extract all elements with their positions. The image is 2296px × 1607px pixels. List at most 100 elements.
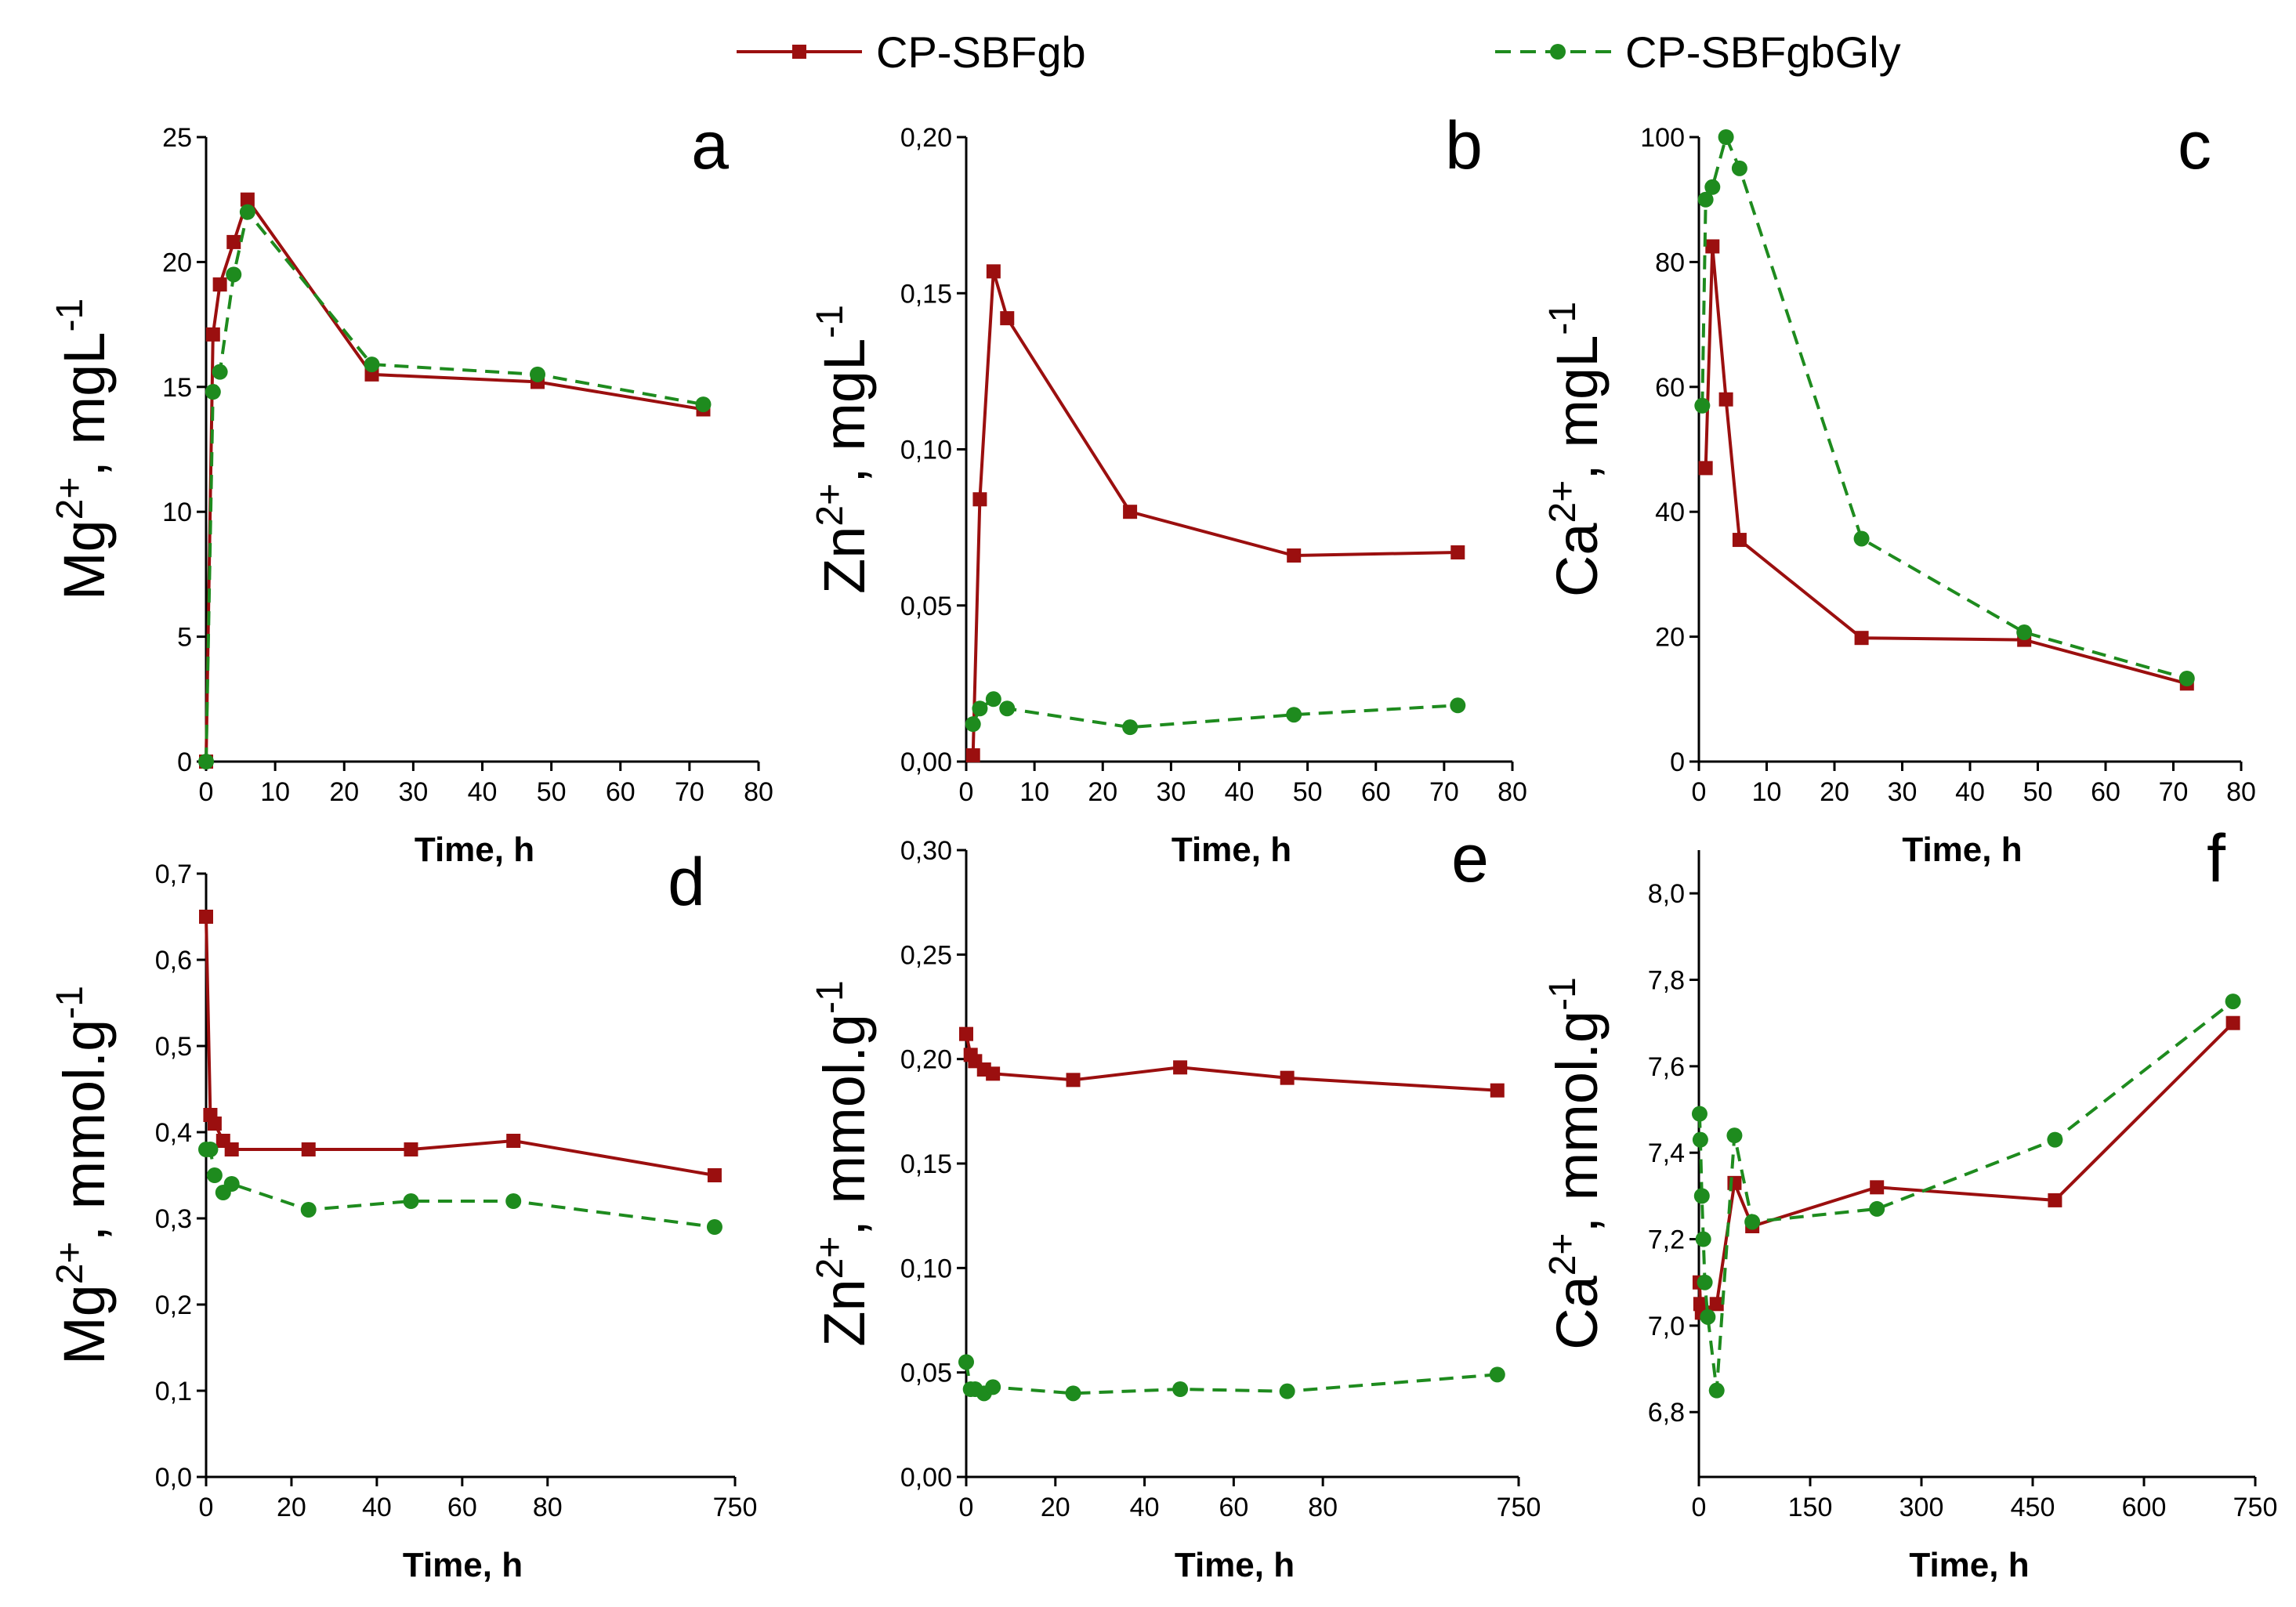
- y-axis-title-superscript: -1: [49, 299, 91, 332]
- x-tick-label: 40: [1955, 777, 1985, 807]
- y-axis-title-part: , mgL: [1545, 335, 1610, 480]
- data-point: [972, 700, 988, 717]
- y-tick-label: 40: [1655, 498, 1685, 527]
- y-tick-label: 20: [1655, 623, 1685, 653]
- y-tick-label: 0,00: [900, 747, 952, 777]
- y-axis-title-part: , mgL: [812, 338, 877, 483]
- data-point: [1693, 1188, 1710, 1204]
- data-point: [364, 357, 380, 373]
- y-axis-title-part: Ca: [1545, 1275, 1610, 1349]
- y-axis-title: Mg2+, mmol.g-1: [49, 986, 117, 1365]
- data-point: [404, 1142, 418, 1156]
- data-point: [1489, 1366, 1505, 1383]
- x-tick-label: 20: [1088, 777, 1117, 807]
- series-line: [965, 1033, 1497, 1092]
- y-tick-label: 0,25: [900, 940, 952, 970]
- series-line: [206, 1148, 715, 1229]
- y-tick-label: 100: [1640, 123, 1685, 153]
- panel-c: 0 20 40 60 80 100 0 10 20 30 40 50 60 70 80 Time, h Ca2+…: [1542, 108, 2256, 869]
- y-axis-title-part: Ca: [1545, 523, 1610, 597]
- y-axis-title: Ca2+, mgL-1: [1542, 302, 1610, 597]
- data-point: [1709, 1297, 1724, 1312]
- data-point: [1065, 1385, 1081, 1402]
- y-tick-label: 0: [177, 747, 192, 777]
- y-tick-label: 0,15: [900, 1149, 952, 1179]
- data-point: [205, 327, 220, 342]
- y-axis-title: Ca2+, mmol.g-1: [1542, 977, 1610, 1350]
- x-tick-label: 70: [1429, 777, 1459, 807]
- data-point: [985, 1379, 1001, 1395]
- data-point: [506, 1134, 521, 1148]
- y-tick-label: 0,20: [900, 1045, 952, 1075]
- series-CP-SBFgbGly: [965, 691, 1466, 736]
- data-point: [1695, 1231, 1711, 1247]
- y-tick-label: 0,2: [155, 1290, 192, 1320]
- y-axis-title-part: Zn: [812, 527, 877, 594]
- data-point: [707, 1168, 722, 1182]
- y-tick-label: 0,05: [900, 592, 952, 621]
- data-point: [1066, 1073, 1081, 1088]
- panel-letter: d: [668, 845, 705, 920]
- data-point: [2225, 1015, 2240, 1030]
- y-axis-title: Zn2+, mmol.g-1: [809, 980, 877, 1347]
- y-axis-title-superscript: 2+: [809, 483, 851, 527]
- y-tick-label: 0,1: [155, 1377, 192, 1406]
- data-point: [1279, 1383, 1295, 1399]
- data-point: [207, 1117, 222, 1131]
- x-tick-label: 50: [2023, 777, 2053, 807]
- data-point: [1490, 1083, 1505, 1098]
- x-tick-label: 10: [260, 777, 290, 807]
- panel-a: 0 5 10 15 20 25 0 10 20 30 40 50 60 70 80 Time, h Mg2+, …: [49, 108, 773, 869]
- data-point: [706, 1219, 722, 1235]
- y-axis-title: Mg2+, mgL-1: [49, 299, 117, 600]
- series-CP-SBFgb: [1698, 239, 2194, 691]
- legend-marker: [792, 45, 806, 59]
- data-point: [1697, 1274, 1713, 1290]
- y-tick-label: 20: [162, 248, 192, 277]
- legend-entry: CP-SBFgb: [737, 27, 1086, 77]
- x-tick-label: 30: [1888, 777, 1918, 807]
- y-tick-label: 0,3: [155, 1204, 192, 1234]
- series-line: [1700, 132, 2188, 680]
- y-tick-label: 0,10: [900, 436, 952, 465]
- y-tick-label: 0,00: [900, 1463, 952, 1493]
- series-line: [205, 196, 704, 762]
- x-tick-label: 60: [2091, 777, 2120, 807]
- x-tick-label: 80: [1308, 1493, 1338, 1522]
- x-tick-label: 40: [1225, 777, 1255, 807]
- y-tick-label: 25: [162, 123, 192, 153]
- data-point: [212, 277, 227, 292]
- data-point: [1854, 631, 1869, 646]
- x-tick-label: 10: [1752, 777, 1782, 807]
- x-axis-title: Time, h: [415, 831, 534, 869]
- y-tick-label: 7,0: [1648, 1312, 1685, 1341]
- y-tick-label: 10: [162, 498, 192, 527]
- data-point: [972, 492, 987, 507]
- data-point: [1286, 707, 1302, 723]
- x-tick-label: 10: [1019, 777, 1049, 807]
- x-tick-label: 50: [1293, 777, 1323, 807]
- data-point: [1718, 129, 1734, 145]
- legend-entry: CP-SBFgbGly: [1495, 27, 1901, 77]
- x-tick-label: 80: [1497, 777, 1527, 807]
- data-point: [530, 366, 545, 382]
- y-tick-label: 5: [177, 623, 192, 653]
- x-tick-label: 0: [1692, 1493, 1707, 1522]
- panel-letter: f: [2207, 821, 2226, 896]
- data-point: [1708, 1382, 1725, 1399]
- data-point: [1700, 1308, 1716, 1325]
- panel-letter: c: [2178, 108, 2211, 183]
- panel-e: 0,000,050,100,150,200,250,30020406080600…: [809, 821, 1541, 1584]
- y-tick-label: 0: [1670, 747, 1685, 777]
- panel-b: 0,00 0,05 0,10 0,15 0,20 0 10 20 30 40 50 60 70 80 Tim…: [809, 108, 1527, 869]
- x-axis-title: Time, h: [1175, 1546, 1295, 1584]
- data-point: [1697, 191, 1714, 208]
- series-line: [205, 208, 704, 762]
- y-tick-label: 6,8: [1648, 1398, 1685, 1428]
- data-point: [1870, 1180, 1885, 1195]
- series-line: [1697, 1000, 2234, 1391]
- data-point: [1123, 505, 1138, 519]
- y-axis-title-superscript: -1: [49, 986, 91, 1019]
